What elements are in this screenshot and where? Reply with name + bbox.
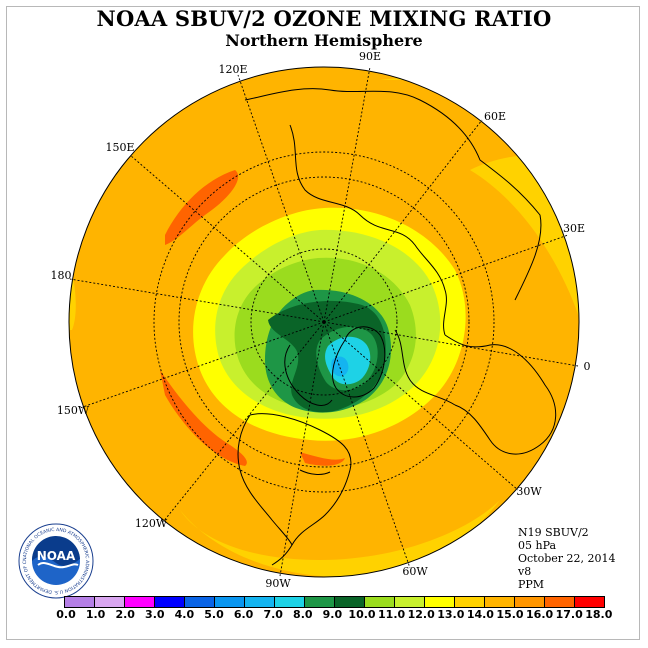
meridian-120e <box>237 74 325 323</box>
latitude-circle-60 <box>250 248 398 396</box>
colorbar-tick-label: 4.0 <box>174 608 195 621</box>
meridian-label-150e: 150E <box>105 141 134 154</box>
meridian-label-120e: 120E <box>218 63 247 76</box>
meridian-150w <box>79 321 325 409</box>
meridian-label-180: 180 <box>51 269 72 282</box>
colorbar-swatch <box>245 597 275 607</box>
meridian-label-90w: 90W <box>265 577 291 590</box>
colorbar-swatch <box>65 597 95 607</box>
meridian-label-30w: 30W <box>516 485 542 498</box>
units-label: PPM <box>518 578 545 591</box>
meridian-120w <box>162 321 325 523</box>
latitude-circle-40 <box>178 176 470 468</box>
meridian-60w <box>323 321 411 569</box>
colorbar-tick-label: 8.0 <box>293 608 313 621</box>
meridian-label-120w: 120W <box>135 517 168 530</box>
colorbar-tick-label: 2.0 <box>115 608 135 621</box>
colorbar-swatch <box>395 597 425 607</box>
version-label: v8 <box>518 565 532 578</box>
colorbar-tick-label: 3.0 <box>145 608 165 621</box>
colorbar-tick-label: 6.0 <box>233 608 254 621</box>
meridian-label-60e: 60E <box>484 110 506 123</box>
colorbar-swatch <box>155 597 185 607</box>
colorbar-tick-label: 5.0 <box>204 608 224 621</box>
meridian-180 <box>69 278 325 323</box>
meridian-label-60w: 60W <box>402 565 428 578</box>
colorbar-tick-label: 9.0 <box>322 608 343 621</box>
coast-europe-africa <box>444 334 557 455</box>
meridian-0 <box>323 321 579 367</box>
logo-noaa-text: NOAA <box>37 549 76 563</box>
map-subtitle: Northern Hemisphere <box>225 31 423 50</box>
colorbar-swatch <box>515 597 545 607</box>
colorbar-swatch <box>275 597 305 607</box>
coast-north-america-west <box>237 414 293 546</box>
colorbar-swatch <box>485 597 515 607</box>
date-label: October 22, 2014 <box>518 552 616 565</box>
coast-north-america-east <box>249 413 352 566</box>
graticule <box>69 66 579 577</box>
colorbar-swatch <box>215 597 245 607</box>
colorbar-tick-label: 18.0 <box>585 608 613 621</box>
ozone-band-15-16-pacific-east <box>160 370 247 466</box>
colorbar-tick-label: 17.0 <box>555 608 583 621</box>
coastlines <box>237 88 557 566</box>
meridian-90w <box>279 321 325 577</box>
meridian-label-90e: 90E <box>359 50 381 63</box>
ozone-band-15-16-us <box>300 452 345 466</box>
meridian-90e <box>323 66 371 323</box>
metadata-block: N19 SBUV/2 05 hPa October 22, 2014 v8 PP… <box>518 526 616 591</box>
colorbar-swatch <box>455 597 485 607</box>
colorbar-tick-label: 12.0 <box>407 608 435 621</box>
colorbar-swatch <box>365 597 395 607</box>
meridian-label-0: 0 <box>584 360 591 373</box>
meridian-label-150w: 150W <box>57 404 90 417</box>
colorbar-tick-label: 1.0 <box>85 608 106 621</box>
ozone-field <box>69 67 579 577</box>
coast-scandinavia <box>394 329 456 406</box>
colorbar-tick-label: 13.0 <box>437 608 465 621</box>
meridian-150e <box>129 154 325 323</box>
meridian-label-30e: 30E <box>563 222 585 235</box>
coast-arctic-canada <box>284 344 333 406</box>
ozone-band-6-7 <box>331 356 349 377</box>
hemisphere-border <box>68 66 580 578</box>
colorbar-tick-label: 11.0 <box>378 608 406 621</box>
latitude-circle-30 <box>153 151 495 493</box>
colorbar-swatch <box>575 597 604 607</box>
coast-asia-central <box>289 124 447 336</box>
colorbar-swatch <box>335 597 365 607</box>
instrument-label: N19 SBUV/2 <box>518 526 589 539</box>
ozone-band-13-14-w <box>69 230 76 330</box>
colorbar <box>64 596 605 608</box>
colorbar-swatch <box>185 597 215 607</box>
coast-gulf <box>299 469 331 475</box>
meridian-30e <box>323 234 569 323</box>
colorbar-swatch <box>125 597 155 607</box>
colorbar-swatch <box>545 597 575 607</box>
colorbar-swatch <box>95 597 125 607</box>
map-title: NOAA SBUV/2 OZONE MIXING RATIO <box>96 6 552 31</box>
coast-greenland <box>332 326 386 398</box>
figure-frame <box>6 6 640 640</box>
colorbar-tick-label: 15.0 <box>496 608 524 621</box>
meridian-60e <box>323 119 483 323</box>
meridian-30w <box>323 321 519 491</box>
colorbar-tick-label: 10.0 <box>348 608 376 621</box>
colorbar-tick-label: 0.0 <box>56 608 76 621</box>
coast-asia-north <box>244 88 542 301</box>
colorbar-swatch <box>305 597 335 607</box>
colorbar-swatch <box>425 597 455 607</box>
noaa-logo: NATIONAL OCEANIC AND ATMOSPHERIC ADMINIS… <box>18 523 94 599</box>
logo-wave <box>37 562 79 569</box>
colorbar-tick-label: 7.0 <box>263 608 283 621</box>
pressure-level-label: 05 hPa <box>518 539 557 552</box>
meridian-label-group: 90E 60E 30E 0 30W 60W 90W 120W 150W 180 … <box>51 50 591 590</box>
logo-bird <box>31 535 80 566</box>
colorbar-tick-label: 14.0 <box>466 608 494 621</box>
colorbar-tick-label: 16.0 <box>526 608 554 621</box>
ozone-band-15-16-pacific-north <box>165 170 239 245</box>
